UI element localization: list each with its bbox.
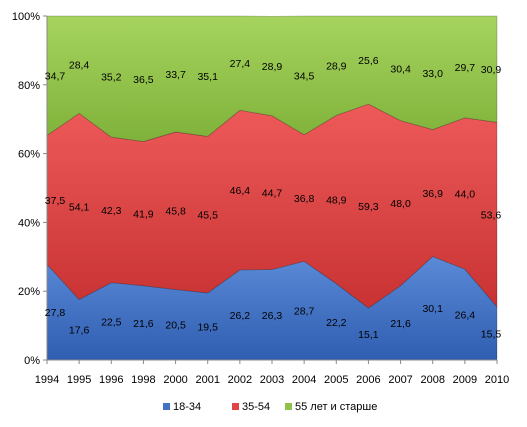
data-label: 30,9 (481, 64, 502, 76)
data-label: 28,4 (69, 60, 90, 72)
y-tick-label: 100% (12, 11, 40, 23)
data-label: 36,5 (133, 74, 154, 86)
data-label: 45,8 (165, 206, 186, 218)
x-tick-label: 2000 (163, 374, 187, 386)
data-label: 28,9 (262, 61, 283, 73)
data-label: 36,9 (422, 188, 443, 200)
data-label: 26,4 (455, 310, 476, 322)
legend-swatch (163, 403, 170, 410)
x-tick-label: 2007 (388, 374, 412, 386)
data-label: 44,7 (262, 188, 283, 200)
data-label: 42,3 (101, 205, 122, 217)
x-tick-label: 2009 (453, 374, 477, 386)
data-label: 59,3 (358, 201, 379, 213)
x-tick-label: 2004 (292, 374, 316, 386)
data-label: 15,1 (358, 329, 379, 341)
legend-label: 55 лет и старше (295, 401, 377, 413)
data-label: 20,5 (165, 320, 186, 332)
x-tick-label: 2005 (324, 374, 348, 386)
legend: 18-34 35-54 55 лет и старше (163, 401, 377, 413)
y-tick-label: 80% (18, 80, 40, 92)
data-label: 33,0 (422, 68, 443, 80)
legend-swatch (285, 403, 292, 410)
x-tick-label: 2006 (356, 374, 380, 386)
data-label: 44,0 (455, 189, 476, 201)
data-label: 48,9 (326, 195, 347, 207)
data-label: 36,8 (294, 193, 315, 205)
data-label: 27,8 (45, 307, 66, 319)
data-label: 35,2 (101, 72, 122, 84)
legend-label: 18-34 (173, 401, 201, 413)
data-label: 33,7 (165, 69, 186, 81)
data-label: 30,4 (390, 63, 411, 75)
data-label: 28,9 (326, 61, 347, 73)
x-tick-label: 2003 (260, 374, 284, 386)
legend-label: 35-54 (242, 401, 270, 413)
x-tick-label: 1995 (67, 374, 91, 386)
data-label: 22,5 (101, 316, 122, 328)
data-label: 15,5 (481, 328, 502, 340)
data-label: 53,6 (481, 210, 502, 222)
axis-layer: 0% 20% 40% 60% 80% 100% 1994 1995 1996 1998 2000 20… (12, 11, 509, 386)
data-label: 26,2 (230, 310, 251, 322)
data-label: 35,1 (197, 71, 218, 83)
x-tick-label: 1996 (99, 374, 123, 386)
y-tick-label: 60% (18, 149, 40, 161)
x-tick-label: 2010 (485, 374, 509, 386)
x-tick-label: 1998 (131, 374, 155, 386)
x-tick-label: 2001 (195, 374, 219, 386)
data-label: 46,4 (230, 185, 251, 197)
y-tick-label: 0% (24, 355, 40, 367)
data-label: 54,1 (69, 201, 90, 213)
data-label: 26,3 (262, 310, 283, 322)
data-label: 41,9 (133, 209, 154, 221)
data-label: 48,0 (390, 198, 411, 210)
data-labels-layer: 27,817,6 22,5 21,6 20,5 19,5 26,2 26,3 28,7 22,2… (45, 55, 502, 341)
data-label: 21,6 (390, 318, 411, 330)
data-label: 37,5 (45, 195, 66, 207)
x-tick-label: 2002 (228, 374, 252, 386)
x-tick-label: 1994 (35, 374, 59, 386)
data-label: 25,6 (358, 55, 379, 67)
data-label: 19,5 (197, 322, 218, 334)
data-label: 27,4 (230, 58, 251, 70)
area-55-plus (46, 15, 498, 142)
legend-swatch (232, 403, 239, 410)
data-label: 30,1 (422, 303, 443, 315)
data-label: 34,5 (294, 70, 315, 82)
data-label: 17,6 (69, 325, 90, 337)
data-label: 34,7 (45, 71, 66, 83)
data-label: 45,5 (197, 210, 218, 222)
y-tick-label: 20% (18, 286, 40, 298)
data-label: 22,2 (326, 317, 347, 329)
areas-layer (46, 15, 498, 361)
x-tick-label: 2008 (420, 374, 444, 386)
data-label: 28,7 (294, 306, 315, 318)
y-tick-label: 40% (18, 217, 40, 229)
data-label: 21,6 (133, 318, 154, 330)
data-label: 29,7 (455, 62, 476, 74)
